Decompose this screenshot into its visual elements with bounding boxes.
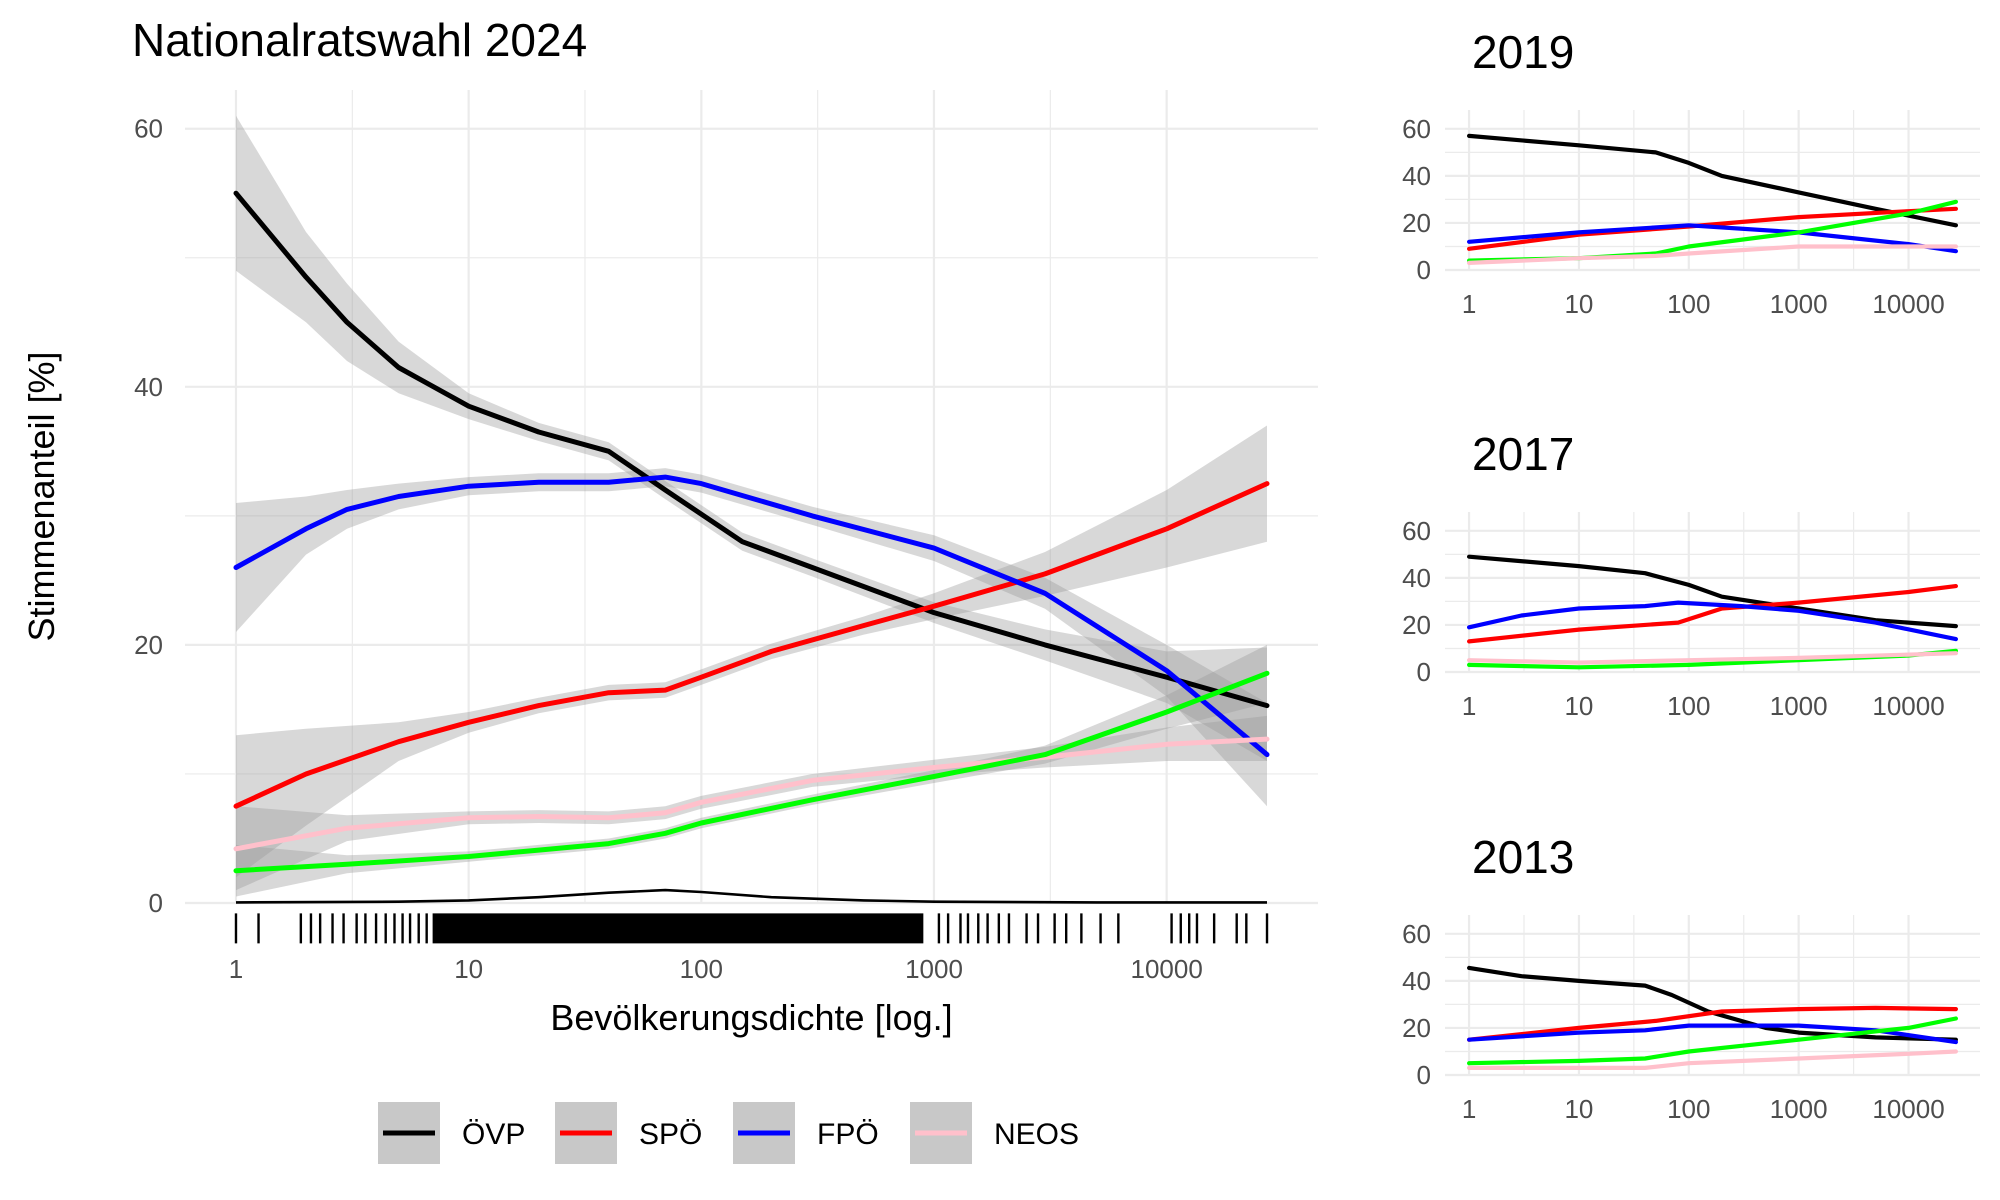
legend-label: SPÖ [639,1118,702,1151]
legend-item: ÖVP [378,1102,525,1164]
series-line [233,474,1270,758]
series-line [1467,1049,1958,1070]
series-line [1467,651,1958,665]
x-tick-label: 100 [680,954,723,984]
x-tick-label: 10 [1564,691,1593,721]
y-tick-label: 60 [1402,919,1431,949]
x-tick-label: 1000 [1770,691,1828,721]
panel-title: 2017 [1472,428,1574,480]
x-tick-label: 10000 [1872,1094,1944,1124]
gridlines [1445,512,1980,674]
gridlines [1445,915,1980,1077]
y-tick-label: 40 [1402,161,1431,191]
series-lines [1467,133,1958,265]
legend-item: FPÖ [733,1102,879,1164]
y-tick-label: 40 [134,372,163,402]
legend-item: NEOS [910,1102,1079,1164]
y-tick-label: 20 [1402,610,1431,640]
x-tick-label: 100 [1667,289,1710,319]
legend: ÖVP SPÖ FPÖ NEOS [378,1102,1079,1164]
main-chart-panel: 0 20 40 60 1 10 100 1000 10000 Nationalratswahl 2… [21,14,1318,1038]
series-lines [1467,965,1958,1070]
legend-label: FPÖ [817,1118,879,1151]
x-tick-label: 1 [229,954,243,984]
x-axis-ticks: 1 10 100 1000 10000 [1462,1094,1945,1124]
confidence-bands [236,115,1267,897]
x-axis-ticks: 1 10 100 1000 10000 [1462,289,1945,319]
x-tick-label: 1 [1462,289,1476,319]
y-tick-label: 60 [134,114,163,144]
series-line [233,736,1270,852]
legend-label: NEOS [994,1118,1079,1151]
x-axis-ticks: 1 10 100 1000 10000 [229,954,1203,984]
chart-panel-2019: 0 20 40 60 1 10 100 1000 10000 2019 [1402,26,1980,319]
y-tick-label: 0 [1417,1060,1431,1090]
x-tick-label: 10 [1564,1094,1593,1124]
x-tick-label: 10000 [1872,691,1944,721]
confidence-band [236,425,1267,878]
y-axis-ticks: 0 20 40 60 [1402,516,1431,687]
x-tick-label: 10 [454,954,483,984]
x-tick-label: 100 [1667,691,1710,721]
confidence-band [236,468,1267,807]
y-tick-label: 40 [1402,563,1431,593]
chart-panel-2013: 0 20 40 60 1 10 100 1000 10000 2013 [1402,831,1980,1124]
series-line [233,190,1270,709]
y-tick-label: 0 [149,888,163,918]
series-lines [233,190,1270,874]
x-tick-label: 1000 [1770,1094,1828,1124]
confidence-band [236,115,1267,762]
series-line [233,670,1270,874]
y-axis-ticks: 0 20 40 60 [1402,919,1431,1090]
legend-label: ÖVP [462,1118,525,1151]
y-tick-label: 60 [1402,114,1431,144]
series-line [1467,1016,1958,1066]
y-tick-label: 40 [1402,966,1431,996]
x-tick-label: 1000 [1770,289,1828,319]
series-line [1467,244,1958,265]
x-tick-label: 10000 [1872,289,1944,319]
x-tick-label: 10 [1564,289,1593,319]
x-tick-label: 10000 [1130,954,1202,984]
y-tick-label: 0 [1417,255,1431,285]
y-axis-ticks: 0 20 40 60 [134,114,163,918]
y-tick-label: 60 [1402,516,1431,546]
x-axis-label: Bevölkerungsdichte [log.] [550,997,952,1038]
x-tick-label: 1000 [905,954,963,984]
x-tick-label: 1 [1462,1094,1476,1124]
y-tick-label: 20 [1402,208,1431,238]
series-lines [1467,554,1958,670]
chart-title: Nationalratswahl 2024 [132,14,587,66]
x-axis-ticks: 1 10 100 1000 10000 [1462,691,1945,721]
y-tick-label: 20 [1402,1013,1431,1043]
y-tick-label: 20 [134,630,163,660]
y-axis-label: Stimmenanteil [%] [21,351,62,641]
x-tick-label: 100 [1667,1094,1710,1124]
series-line [1467,600,1958,642]
x-tick-label: 1 [1462,691,1476,721]
series-line [1467,584,1958,644]
series-line [1467,554,1958,629]
series-line [1467,1005,1958,1042]
y-axis-ticks: 0 20 40 60 [1402,114,1431,285]
chart-panel-2017: 0 20 40 60 1 10 100 1000 10000 2017 [1402,428,1980,721]
y-tick-label: 0 [1417,657,1431,687]
rug-marks [234,913,1269,944]
panel-title: 2019 [1472,26,1574,78]
series-line [233,481,1270,809]
legend-item: SPÖ [555,1102,702,1164]
panel-title: 2013 [1472,831,1574,883]
confidence-band [236,644,1267,897]
density-curve [235,888,1267,904]
rug-dense-block [432,913,924,944]
series-line [1467,133,1958,228]
